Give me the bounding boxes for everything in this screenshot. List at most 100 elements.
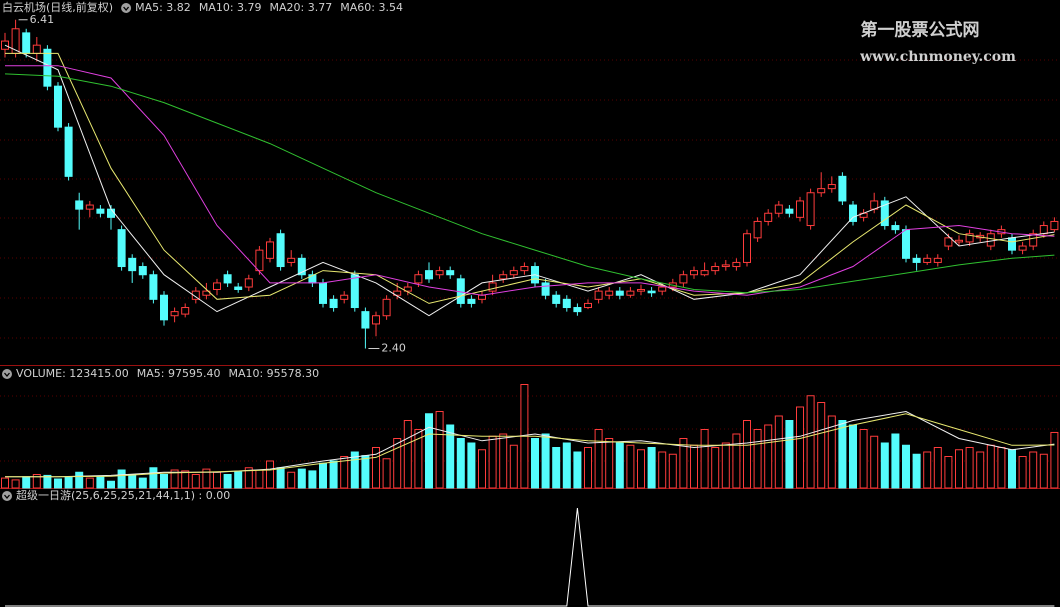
volume-bar bbox=[721, 442, 730, 489]
volume-bar bbox=[1039, 453, 1048, 489]
candle-body bbox=[552, 294, 561, 304]
volume-bar bbox=[1018, 456, 1027, 489]
candle-body bbox=[721, 264, 730, 268]
candle-body bbox=[361, 311, 370, 329]
volume-bar bbox=[859, 429, 868, 489]
volume-bar bbox=[11, 479, 20, 489]
candle-body bbox=[266, 241, 274, 259]
volume-bar bbox=[732, 433, 741, 489]
candle-body bbox=[435, 270, 444, 276]
candle-body bbox=[1039, 225, 1048, 235]
volume-bar bbox=[700, 429, 709, 489]
volume-bar bbox=[849, 424, 857, 489]
candle-body bbox=[478, 294, 486, 300]
watermark: www.chnmoney.com bbox=[859, 49, 1016, 65]
volume-bar bbox=[912, 453, 921, 489]
candle-body bbox=[467, 298, 476, 304]
volume-bar bbox=[117, 469, 126, 489]
candle-body bbox=[658, 286, 667, 292]
volume-bar bbox=[234, 471, 243, 489]
volume-bar bbox=[1029, 451, 1038, 489]
volume-bar bbox=[753, 429, 762, 489]
candle-body bbox=[806, 192, 815, 227]
candle-body bbox=[849, 204, 857, 222]
candle-body bbox=[117, 229, 126, 268]
volume-bar bbox=[594, 429, 603, 489]
candle-body bbox=[32, 44, 41, 54]
volume-bar bbox=[329, 460, 338, 489]
volume-bar bbox=[965, 447, 974, 489]
volume-bar bbox=[297, 468, 306, 489]
volume-bar bbox=[944, 456, 953, 489]
volume-bar bbox=[149, 467, 158, 489]
volume-bar bbox=[372, 447, 380, 489]
candle-body bbox=[679, 274, 688, 284]
volume-bar bbox=[96, 475, 105, 489]
volume-bar bbox=[435, 411, 444, 489]
volume-bar bbox=[743, 420, 751, 489]
candle-body bbox=[64, 126, 73, 177]
ma-line bbox=[5, 52, 1055, 304]
candle-body bbox=[541, 282, 550, 296]
volume-bar bbox=[891, 433, 900, 489]
volume-bar bbox=[880, 442, 889, 489]
candle-body bbox=[213, 282, 221, 290]
volume-bar bbox=[255, 469, 264, 489]
candle-body bbox=[350, 274, 359, 309]
candle-body bbox=[107, 208, 115, 218]
volume-bar bbox=[138, 477, 147, 489]
volume-bar bbox=[170, 469, 179, 489]
candle-body bbox=[1, 40, 9, 50]
volume-bar bbox=[615, 442, 624, 489]
volume-bar bbox=[785, 420, 794, 489]
candle-body bbox=[605, 290, 614, 296]
candle-body bbox=[1008, 237, 1016, 251]
candle-body bbox=[138, 266, 147, 276]
candle-body bbox=[923, 257, 932, 263]
volume-bar bbox=[64, 476, 73, 489]
volume-bar bbox=[107, 480, 115, 489]
candle-body bbox=[340, 294, 349, 300]
volume-bar bbox=[605, 438, 614, 489]
candle-body bbox=[965, 233, 974, 243]
volume-bar bbox=[75, 471, 84, 489]
candle-body bbox=[753, 220, 762, 239]
candle-body bbox=[149, 274, 158, 300]
candle-body bbox=[764, 212, 773, 222]
volume-bar bbox=[933, 447, 942, 489]
candle-body bbox=[509, 270, 518, 276]
volume-bar bbox=[181, 470, 190, 489]
candle-body bbox=[425, 270, 433, 280]
ma-line bbox=[4, 73, 1055, 294]
candle-body bbox=[191, 290, 200, 300]
annotation: 6.41 bbox=[30, 13, 54, 26]
candle-body bbox=[372, 315, 380, 325]
candle-body bbox=[54, 85, 62, 128]
candle-body bbox=[626, 290, 635, 296]
volume-bar bbox=[626, 444, 635, 489]
candle-body bbox=[732, 261, 741, 268]
volume-bar bbox=[43, 474, 52, 489]
candle-body bbox=[170, 311, 179, 317]
volume-bar bbox=[85, 477, 94, 489]
candle-body bbox=[244, 278, 253, 288]
candle-body bbox=[255, 249, 264, 272]
volume-bar bbox=[637, 449, 645, 489]
legend-icon bbox=[2, 369, 12, 379]
volume-bar bbox=[244, 467, 253, 489]
volume-bar bbox=[764, 424, 773, 489]
candle-body bbox=[690, 270, 698, 276]
candle-body bbox=[774, 204, 783, 214]
legend-label: MA5: 3.82 bbox=[135, 1, 191, 14]
legend-icon bbox=[4, 494, 10, 500]
volume-bar bbox=[658, 451, 667, 489]
candle-body bbox=[880, 200, 889, 227]
volume-bar bbox=[287, 471, 296, 489]
candle-body bbox=[297, 257, 306, 276]
candle-body bbox=[85, 204, 94, 210]
candle-body bbox=[160, 294, 168, 321]
volume-bar bbox=[1, 477, 9, 489]
candle-body bbox=[700, 270, 709, 276]
candle-body bbox=[891, 225, 900, 231]
